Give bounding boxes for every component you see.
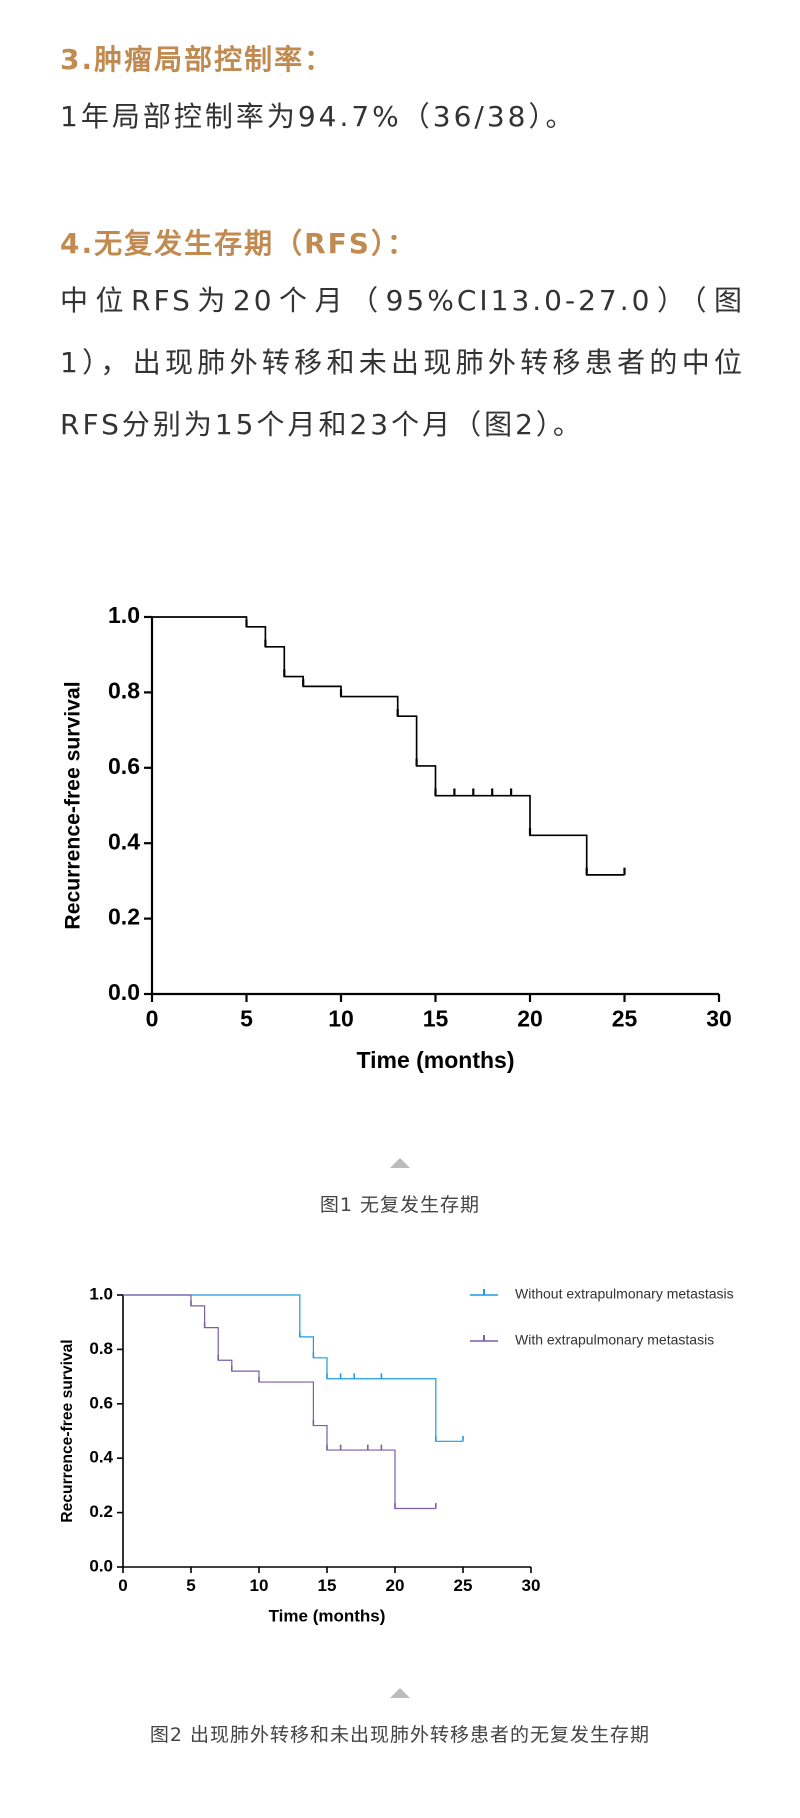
x-axis-label: Time (months) [356,1047,514,1073]
x-tick-label: 25 [454,1576,473,1595]
y-tick-label: 0.4 [108,828,140,854]
x-tick-label: 30 [706,1005,732,1031]
y-tick-label: 0.2 [89,1502,113,1521]
x-tick-label: 15 [423,1005,449,1031]
y-tick-label: 0.6 [89,1393,113,1412]
x-tick-label: 15 [318,1576,337,1595]
x-tick-label: 0 [118,1576,127,1595]
y-tick-label: 0.8 [89,1339,113,1358]
y-tick-label: 0.2 [108,904,140,930]
legend-label: With extrapulmonary metastasis [515,1332,714,1348]
x-tick-label: 5 [186,1576,195,1595]
x-tick-label: 10 [328,1005,354,1031]
y-tick-label: 0.6 [108,753,140,779]
paragraph: 中位RFS为20个月（95%CI13.0-27.0）（图1），出现肺外转移和未出… [60,284,745,441]
arrow-icon [390,1158,410,1168]
x-tick-label: 30 [522,1576,541,1595]
y-axis-label: Recurrence-free survival [59,1339,76,1522]
x-tick-label: 5 [240,1005,253,1031]
chart: 0 5 10 15 20 25 30 0.0 0.2 0.4 0.6 0.8 1.0 Time (mont… [62,602,732,1073]
y-tick-label: 0.0 [108,979,140,1005]
paragraph: 1年局部控制率为94.7%（36/38）。 [60,100,577,133]
heading: 4.无复发生存期（RFS）： [60,227,417,260]
chart: 0 5 10 15 20 25 30 0.0 0.2 0.4 0.6 0.8 1.0 Time (mont… [59,1284,734,1625]
legend-label: Without extrapulmonary metastasis [515,1286,734,1302]
x-tick-label: 10 [250,1576,269,1595]
survival-curve [123,1294,463,1442]
y-tick-label: 0.4 [89,1448,113,1467]
survival-curve [123,1294,436,1510]
x-tick-label: 0 [146,1005,159,1031]
x-tick-label: 25 [612,1005,638,1031]
y-tick-label: 0.8 [108,677,140,703]
y-axis-label: Recurrence-free survival [62,681,85,929]
x-tick-label: 20 [386,1576,405,1595]
arrow-icon [390,1688,410,1698]
caption: 图1 无复发生存期 [319,1194,481,1216]
y-tick-label: 1.0 [108,602,140,628]
x-axis-label: Time (months) [269,1606,386,1625]
survival-curve [152,616,625,876]
y-tick-label: 0.0 [89,1556,113,1575]
y-tick-label: 1.0 [89,1284,113,1303]
heading: 3.肿瘤局部控制率： [60,43,335,76]
caption: 图2 出现肺外转移和未出现肺外转移患者的无复发生存期 [149,1724,651,1746]
x-tick-label: 20 [517,1005,543,1031]
